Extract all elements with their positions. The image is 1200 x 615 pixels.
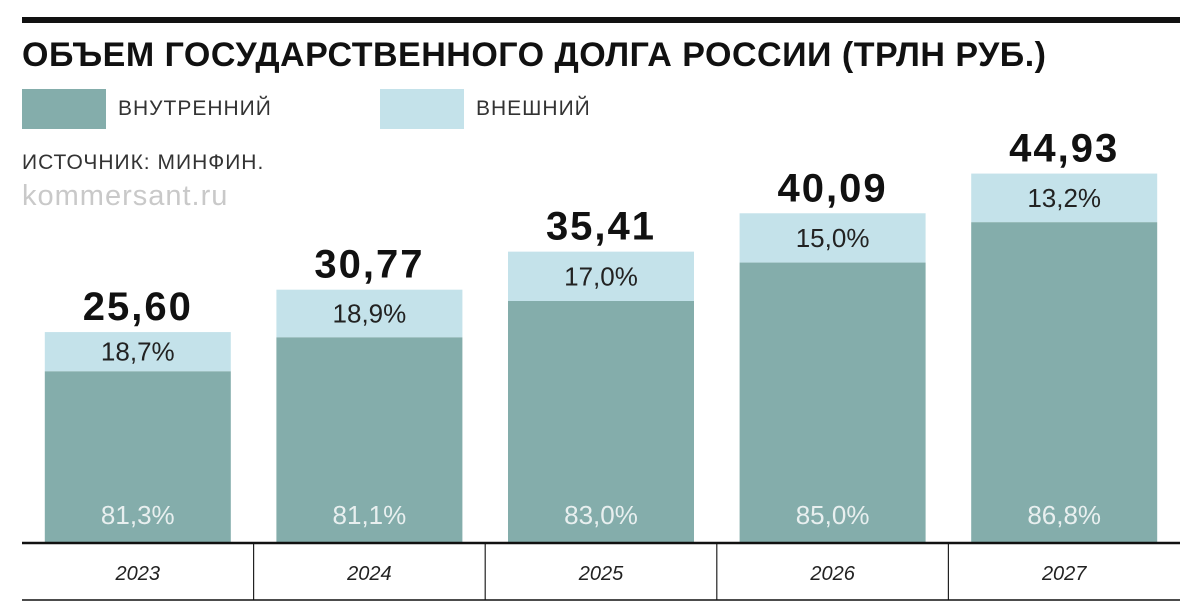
share-label-domestic: 83,0% (564, 500, 638, 530)
total-label: 25,60 (83, 285, 193, 329)
share-label-domestic: 81,1% (333, 500, 407, 530)
bar-segment-domestic (44, 371, 231, 542)
share-label-external: 15,0% (796, 223, 870, 253)
legend-swatch-external (380, 89, 464, 129)
legend-item-external: ВНЕШНИЙ (380, 89, 591, 129)
year-label: 2027 (1041, 563, 1087, 585)
share-label-external: 18,9% (333, 299, 407, 329)
bar-segment-domestic (276, 337, 463, 542)
share-label-domestic: 85,0% (796, 500, 870, 530)
share-label-external: 17,0% (564, 261, 638, 291)
watermark: kommersant.ru (22, 180, 229, 212)
legend-label-external: ВНЕШНИЙ (476, 97, 591, 120)
bar-segment-domestic (971, 222, 1158, 542)
total-label: 30,77 (314, 243, 424, 287)
bar-segment-domestic (508, 300, 694, 542)
bar-segment-domestic (739, 262, 926, 542)
share-label-domestic: 86,8% (1027, 500, 1101, 530)
top-rule (22, 17, 1180, 23)
legend-label-domestic: ВНУТРЕННИЙ (118, 97, 272, 120)
legend-item-domestic: ВНУТРЕННИЙ (22, 89, 272, 129)
bar-segment-external (44, 332, 231, 372)
bar-segment-external (508, 251, 694, 301)
year-label: 2023 (115, 563, 161, 585)
share-label-external: 13,2% (1027, 183, 1101, 213)
total-label: 35,41 (546, 205, 656, 249)
share-label-domestic: 81,3% (101, 500, 175, 530)
bar-segment-external (739, 213, 926, 263)
bar-segment-external (276, 289, 463, 338)
share-label-external: 18,7% (101, 337, 175, 367)
legend-swatch-domestic (22, 89, 106, 129)
bar-segment-external (971, 173, 1158, 223)
year-label: 2024 (346, 563, 392, 585)
chart-title: ОБЪЕМ ГОСУДАРСТВЕННОГО ДОЛГА РОССИИ (ТРЛ… (22, 36, 1047, 74)
year-label: 2026 (809, 563, 855, 585)
source-note: ИСТОЧНИК: МИНФИН. (22, 151, 265, 174)
total-label: 44,93 (1009, 127, 1119, 171)
total-label: 40,09 (778, 166, 888, 210)
year-label: 2025 (578, 563, 624, 585)
